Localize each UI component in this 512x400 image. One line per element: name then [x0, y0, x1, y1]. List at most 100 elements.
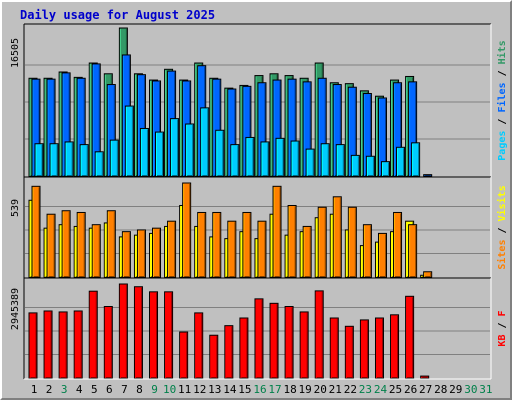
bar-kb-f — [374, 317, 384, 379]
day-label: 14 — [223, 383, 237, 396]
bar-sites — [46, 213, 56, 278]
day-label: 15 — [238, 383, 251, 396]
axis-label-kb: KB — [497, 335, 508, 347]
bar-kb-f — [118, 283, 128, 379]
bar-pages — [34, 143, 44, 177]
day-label: 20 — [314, 383, 327, 396]
bar-sites — [257, 220, 267, 278]
bar-sites — [121, 231, 131, 278]
bar-pages — [79, 144, 89, 177]
bar-kb-f — [133, 286, 143, 379]
bar-kb-f — [179, 331, 189, 379]
bar-pages — [94, 151, 104, 177]
bar-pages — [64, 141, 74, 177]
day-label: 11 — [178, 383, 191, 396]
day-label: 5 — [91, 383, 98, 396]
bar-pages — [245, 136, 255, 177]
bar-sites — [182, 182, 192, 278]
bar-sites — [362, 224, 372, 278]
bar-kb-f — [164, 291, 174, 379]
day-label: 3 — [61, 383, 68, 396]
bar-pages — [49, 143, 59, 177]
bar-sites — [393, 211, 403, 278]
day-label: 30 — [464, 383, 477, 396]
axis-label-separator: / — [497, 113, 508, 131]
bar-kb-f — [344, 325, 354, 379]
y-max-label: 539 — [10, 199, 21, 217]
day-label: 7 — [121, 383, 128, 396]
day-label: 9 — [151, 383, 158, 396]
bar-pages — [139, 127, 149, 177]
bar-kb-f — [149, 291, 159, 379]
bar-kb-f — [420, 375, 430, 379]
bar-kb-f — [103, 306, 113, 379]
day-label: 6 — [106, 383, 113, 396]
bar-pages — [365, 155, 375, 177]
bar-sites — [227, 220, 237, 278]
bar-pages — [260, 141, 270, 177]
day-label: 31 — [479, 383, 492, 396]
bar-pages — [396, 146, 406, 177]
day-label: 16 — [253, 383, 266, 396]
day-label: 19 — [299, 383, 312, 396]
bar-kb-f — [359, 319, 369, 379]
day-label: 29 — [449, 383, 462, 396]
bar-files — [423, 174, 433, 177]
bar-pages — [185, 123, 195, 177]
day-label: 2 — [46, 383, 53, 396]
bar-pages — [200, 107, 210, 177]
bar-kb-f — [405, 295, 415, 379]
bar-pages — [335, 144, 345, 177]
bar-pages — [411, 142, 421, 177]
bar-pages — [170, 118, 180, 177]
day-label: 13 — [208, 383, 221, 396]
bar-sites — [91, 224, 101, 278]
day-label: 1 — [31, 383, 38, 396]
day-label: 25 — [389, 383, 402, 396]
bar-pages — [290, 140, 300, 177]
bar-pages — [124, 105, 134, 177]
bar-sites — [317, 206, 327, 278]
day-label: 17 — [268, 383, 281, 396]
bar-pages — [275, 137, 285, 177]
axis-label-sites: Sites — [496, 240, 508, 270]
bar-kb-f — [88, 290, 98, 379]
bar-pages — [350, 154, 360, 177]
axis-label-pages: Pages — [497, 131, 508, 161]
bar-pages — [305, 148, 315, 177]
bar-pages — [109, 139, 119, 177]
day-label: 4 — [76, 383, 83, 396]
day-label: 24 — [374, 383, 388, 396]
bar-sites — [377, 232, 387, 278]
y-axis-title: Sites / Visits — [496, 185, 508, 269]
bar-kb-f — [224, 325, 234, 379]
bar-sites — [197, 211, 207, 278]
bar-sites — [31, 185, 41, 278]
axis-label-hits: Hits — [496, 40, 508, 64]
axis-label-separator: / — [497, 221, 508, 239]
axis-label-visits: Visits — [496, 185, 508, 221]
chart-title: Daily usage for August 2025 — [20, 8, 216, 22]
bar-kb-f — [284, 306, 294, 379]
bar-sites — [347, 206, 357, 278]
bar-sites — [152, 227, 162, 278]
bar-sites — [272, 185, 282, 278]
bar-kb-f — [390, 314, 400, 379]
day-label: 18 — [283, 383, 296, 396]
axis-label-files: Files — [496, 82, 508, 112]
bar-kb-f — [239, 317, 249, 379]
bar-sites — [242, 211, 252, 278]
bar-kb-f — [299, 311, 309, 379]
bar-kb-f — [43, 310, 53, 379]
bar-sites — [302, 225, 312, 278]
y-max-label: 16505 — [10, 38, 21, 68]
y-max-label: 2945389 — [10, 288, 21, 330]
bar-kb-f — [314, 290, 324, 379]
bar-sites — [408, 224, 418, 278]
day-label: 12 — [193, 383, 206, 396]
bar-sites — [423, 271, 433, 278]
bar-sites — [76, 211, 86, 278]
bar-pages — [215, 129, 225, 177]
